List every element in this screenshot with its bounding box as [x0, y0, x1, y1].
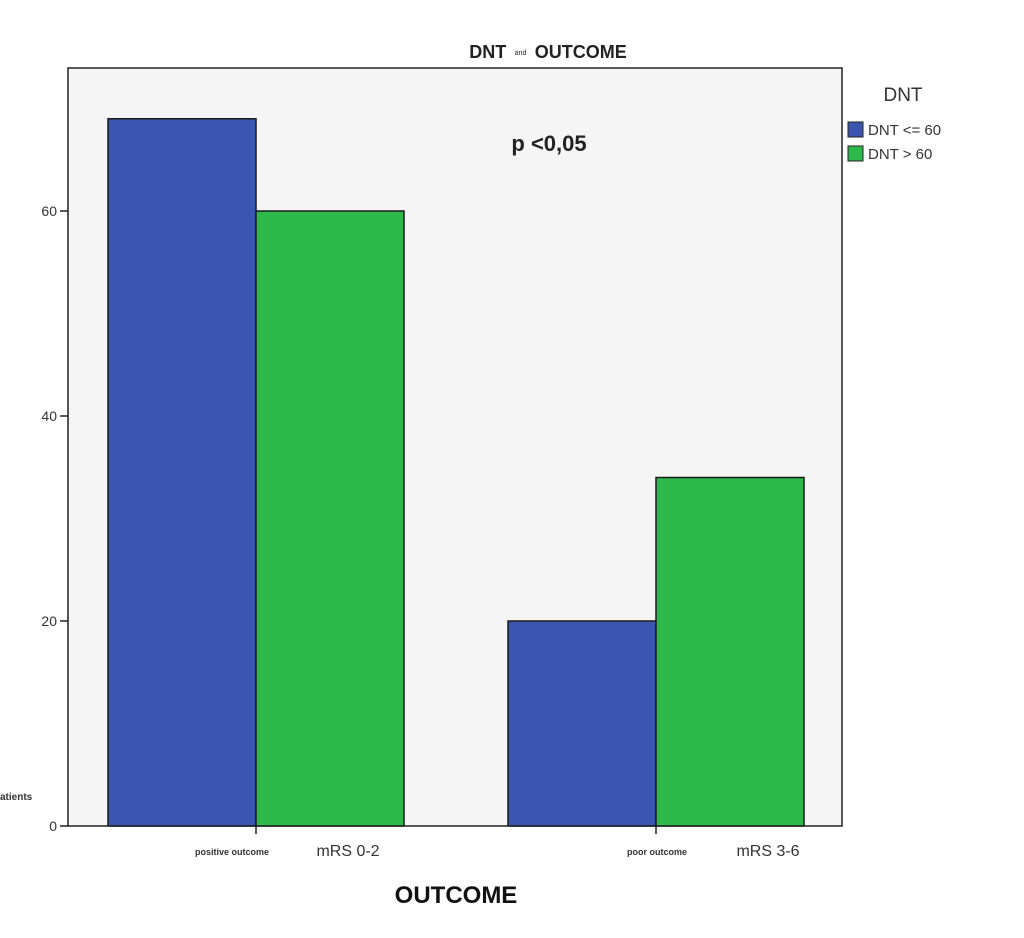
y-axis-label: atients	[0, 792, 33, 803]
y-tick-label: 40	[41, 408, 57, 424]
y-tick-label: 60	[41, 203, 57, 219]
chart-title-left: DNT	[469, 42, 506, 62]
legend-swatch-dnt-gt-60	[847, 145, 864, 162]
category-range-poor: mRS 3-6	[736, 843, 799, 860]
legend: DNT DNT <= 60 DNT > 60	[847, 85, 941, 163]
bar-positive-series-2	[255, 210, 405, 827]
bars-group	[107, 118, 805, 827]
bar-positive-series-1	[107, 118, 257, 827]
bar-poor-series-2	[655, 476, 805, 827]
chart-title-middle: and	[515, 50, 527, 57]
legend-label-dnt-gt-60: DNT > 60	[868, 146, 932, 163]
category-label-poor: poor outcome	[627, 847, 687, 857]
y-axis: 0 20 40 60	[41, 203, 68, 834]
bar-poor-series-1	[507, 620, 657, 827]
y-tick-label: 20	[41, 613, 57, 629]
category-label-positive: positive outcome	[195, 847, 269, 857]
legend-title: DNT	[883, 85, 922, 106]
chart-title-right: OUTCOME	[535, 42, 627, 62]
category-range-positive: mRS 0-2	[316, 843, 379, 860]
legend-label-dnt-le-60: DNT <= 60	[868, 122, 941, 139]
p-value-annotation: p <0,05	[511, 131, 586, 156]
x-axis-ticks	[255, 826, 657, 834]
chart-title: DNT and OUTCOME	[469, 42, 627, 62]
y-tick-label: 0	[49, 818, 57, 834]
legend-swatch-dnt-le-60	[847, 121, 864, 138]
x-axis-label: OUTCOME	[395, 882, 518, 909]
